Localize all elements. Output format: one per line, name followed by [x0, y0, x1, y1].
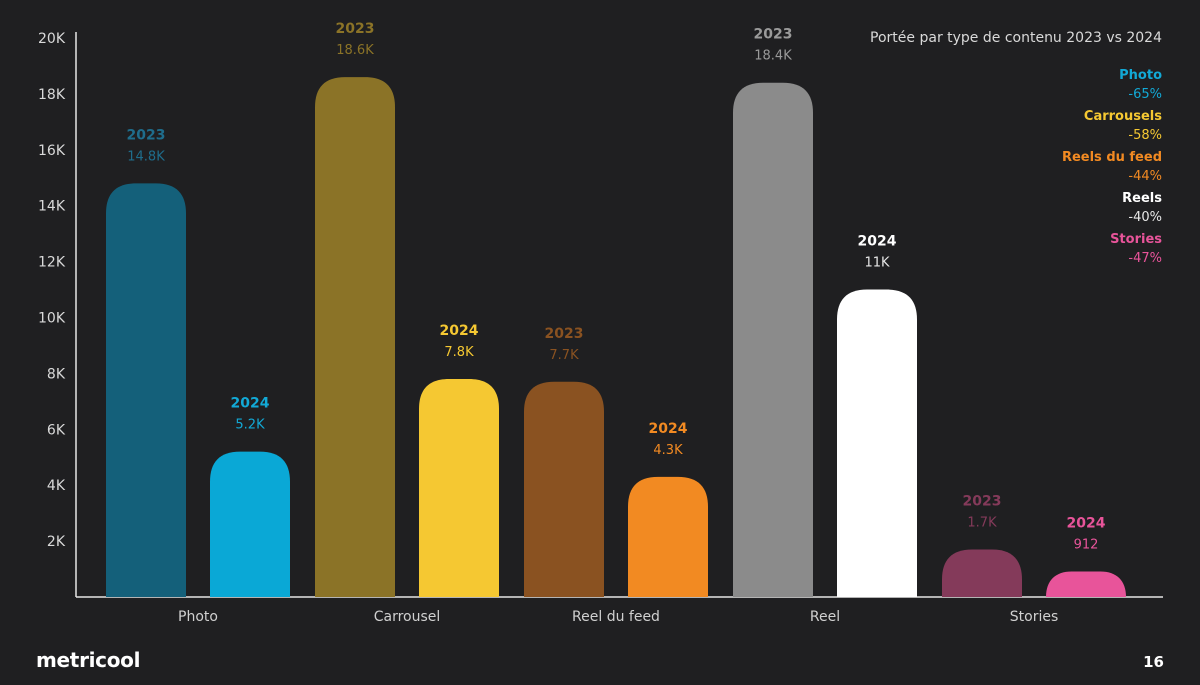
y-tick-label: 14K [38, 199, 66, 215]
bar-reel-du-feed-2024 [628, 476, 708, 597]
bar-value-label: 11K [864, 256, 890, 271]
bar-value-label: 14.8K [127, 149, 165, 164]
bar-value-label: 4.3K [653, 443, 683, 458]
x-category-label: Photo [178, 609, 218, 625]
bar-year-label: 2023 [754, 27, 793, 43]
bars [106, 77, 1126, 598]
x-category-label: Carrousel [374, 609, 441, 625]
bar-value-label: 18.4K [754, 49, 792, 64]
bar-value-label: 1.7K [967, 515, 997, 530]
bar-year-label: 2024 [1067, 516, 1106, 532]
bar-year-label: 2024 [231, 396, 270, 412]
bar-year-label: 2024 [858, 234, 897, 250]
x-category-label: Reel [810, 609, 840, 625]
bar-labels: 2023 14.8K 2024 5.2K 2023 18.6K 2024 7.8K 2023 7.… [127, 21, 1106, 552]
y-tick-label: 4K [47, 478, 66, 494]
legend-item-name: Reels du feed [1061, 150, 1162, 165]
legend-item-name: Stories [1110, 232, 1162, 247]
legend-item: Carrousels -58% [870, 107, 1162, 145]
y-tick-label: 16K [38, 143, 66, 159]
bar-reel-2023 [733, 82, 813, 598]
chart-title: Portée par type de contenu 2023 vs 2024 [870, 30, 1162, 46]
y-tick-label: 2K [47, 534, 66, 550]
bar-value-label: 5.2K [235, 418, 265, 433]
metricool-logo: metricool [36, 648, 141, 672]
y-tick-label: 8K [47, 366, 66, 382]
legend-item: Photo -65% [870, 66, 1162, 104]
legend-item-change: -40% [1128, 210, 1162, 225]
bar-value-label: 7.7K [549, 348, 579, 363]
page-number: 16 [1143, 653, 1164, 671]
y-tick-label: 18K [38, 87, 66, 103]
legend-item: Stories -47% [870, 230, 1162, 268]
x-category-label: Stories [1010, 609, 1059, 625]
legend-item-name: Reels [1122, 191, 1162, 206]
y-tick-label: 12K [38, 255, 66, 271]
legend: Portée par type de contenu 2023 vs 2024 … [870, 30, 1162, 271]
legend-items: Photo -65% Carrousels -58% Reels du feed -44%… [870, 66, 1162, 268]
bar-year-label: 2023 [963, 493, 1002, 509]
x-axis-categories: Photo Carrousel Reel du feed Reel Stories [178, 609, 1058, 625]
bar-year-label: 2023 [127, 127, 166, 143]
legend-item: Reels du feed -44% [870, 148, 1162, 186]
bar-year-label: 2023 [545, 326, 584, 342]
bar-year-label: 2024 [440, 323, 479, 339]
legend-item-change: -58% [1128, 128, 1162, 143]
legend-item: Reels -40% [870, 189, 1162, 227]
x-category-label: Reel du feed [572, 609, 660, 625]
legend-item-name: Carrousels [1083, 109, 1162, 124]
bar-value-label: 18.6K [336, 43, 374, 58]
bar-carrousel-2023 [315, 77, 395, 597]
y-tick-label: 10K [38, 311, 66, 327]
bar-year-label: 2023 [336, 21, 375, 37]
legend-item-change: -47% [1128, 251, 1162, 266]
y-axis-ticks: 2K 4K 6K 8K 10K 12K 14K 16K 18K 20K [38, 31, 66, 550]
bar-stories-2024 [1046, 571, 1126, 597]
legend-item-change: -65% [1128, 87, 1162, 102]
y-tick-label: 20K [38, 31, 66, 47]
bar-carrousel-2024 [419, 378, 499, 597]
bar-stories-2023 [942, 549, 1022, 597]
y-tick-label: 6K [47, 422, 66, 438]
bar-photo-2024 [210, 451, 290, 597]
legend-item-change: -44% [1128, 169, 1162, 184]
bar-year-label: 2024 [649, 421, 688, 437]
bar-value-label: 912 [1074, 538, 1099, 553]
bar-reel-du-feed-2023 [524, 381, 604, 597]
legend-item-name: Photo [1119, 68, 1162, 83]
bar-photo-2023 [106, 183, 186, 597]
bar-reel-2024 [837, 289, 917, 597]
bar-value-label: 7.8K [444, 345, 474, 360]
